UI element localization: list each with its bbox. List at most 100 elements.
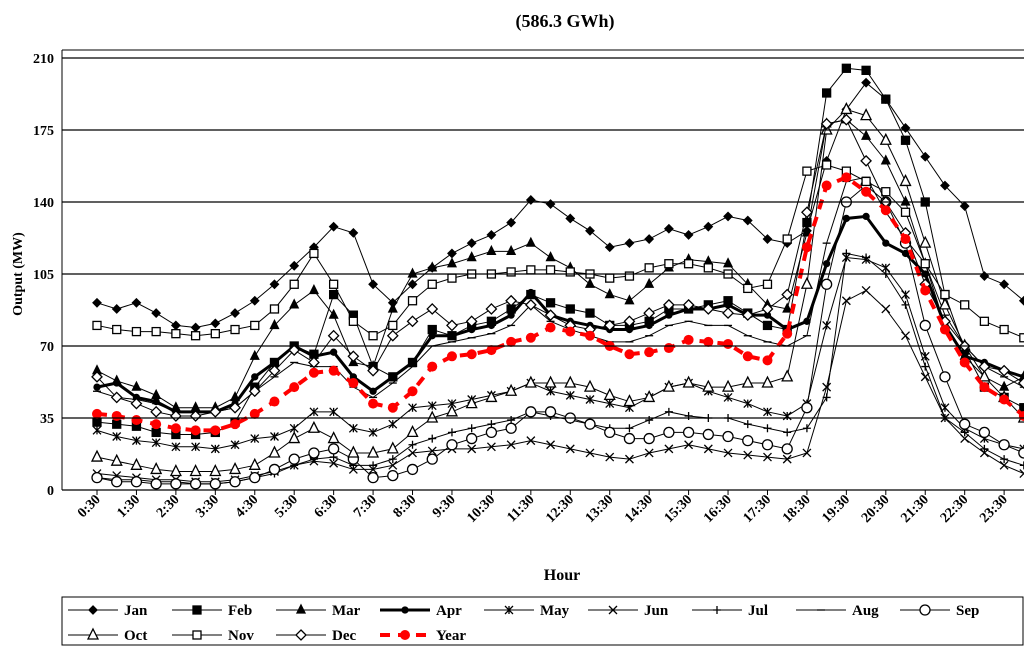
marker (919, 319, 931, 332)
marker (406, 315, 419, 328)
marker (209, 405, 222, 418)
marker (426, 303, 439, 315)
marker (388, 460, 398, 470)
legend-label: Nov (228, 628, 254, 644)
marker (682, 298, 695, 311)
marker (684, 440, 694, 450)
marker (664, 444, 674, 454)
marker (348, 316, 359, 326)
marker (308, 367, 319, 378)
x-tick-label: 11:30 (505, 492, 538, 525)
marker (664, 407, 673, 416)
marker (881, 187, 891, 197)
legend-label: Jan (124, 603, 148, 619)
marker (524, 298, 537, 311)
legend-box (61, 596, 1024, 646)
marker (111, 410, 122, 421)
marker (388, 419, 398, 429)
marker (901, 300, 910, 309)
marker (761, 439, 774, 451)
marker (249, 408, 260, 419)
marker (427, 361, 438, 372)
marker (407, 279, 418, 290)
marker (170, 320, 181, 331)
marker (131, 436, 141, 446)
marker (1019, 333, 1024, 343)
marker (881, 94, 891, 104)
marker (486, 229, 497, 240)
marker (605, 452, 615, 462)
marker (248, 457, 261, 470)
marker (683, 259, 694, 269)
marker (428, 434, 437, 443)
marker (663, 343, 674, 354)
marker (565, 267, 575, 277)
marker (723, 211, 733, 222)
marker (527, 288, 535, 297)
marker (662, 298, 675, 311)
marker (367, 445, 380, 458)
marker (782, 302, 793, 313)
marker (761, 375, 774, 388)
marker (288, 344, 301, 357)
marker (901, 331, 910, 341)
marker (920, 285, 931, 296)
marker (110, 453, 123, 466)
marker (801, 242, 812, 253)
marker (112, 432, 122, 441)
marker (525, 236, 536, 247)
marker (900, 123, 911, 133)
marker (544, 309, 557, 322)
marker (268, 445, 281, 458)
marker (899, 173, 912, 187)
marker (713, 606, 721, 614)
marker (920, 151, 931, 162)
marker (113, 379, 121, 387)
marker (821, 160, 832, 170)
marker (348, 227, 359, 238)
marker (427, 401, 437, 411)
marker (585, 395, 595, 404)
marker (446, 439, 458, 451)
marker (308, 447, 320, 459)
y-tick-label: 140 (33, 196, 54, 211)
marker (822, 260, 831, 268)
marker (269, 396, 280, 407)
marker (781, 288, 794, 301)
marker (230, 440, 240, 450)
marker (368, 427, 378, 437)
marker (703, 336, 714, 347)
marker (604, 242, 615, 253)
marker (546, 386, 556, 396)
marker (643, 432, 655, 445)
marker (722, 430, 734, 443)
marker (524, 375, 537, 388)
marker (209, 464, 222, 477)
marker (822, 393, 831, 402)
marker (782, 411, 792, 421)
marker (210, 329, 220, 339)
marker (309, 407, 319, 417)
marker (604, 288, 615, 299)
marker (623, 315, 636, 328)
marker (190, 322, 201, 333)
marker (742, 215, 753, 226)
marker (741, 309, 754, 322)
marker (468, 325, 476, 334)
x-axis-label: Hour (544, 567, 580, 584)
marker (228, 461, 242, 475)
marker (328, 221, 339, 232)
marker (881, 304, 891, 314)
y-tick-label: 175 (33, 124, 54, 139)
marker (644, 263, 654, 273)
marker (506, 244, 517, 256)
marker (406, 424, 419, 438)
x-tick-label: 4:30 (233, 492, 262, 521)
marker (603, 387, 616, 401)
marker (605, 273, 615, 283)
marker (112, 324, 122, 335)
marker (742, 351, 753, 362)
marker (939, 324, 950, 335)
marker (447, 273, 457, 283)
marker (486, 244, 497, 256)
